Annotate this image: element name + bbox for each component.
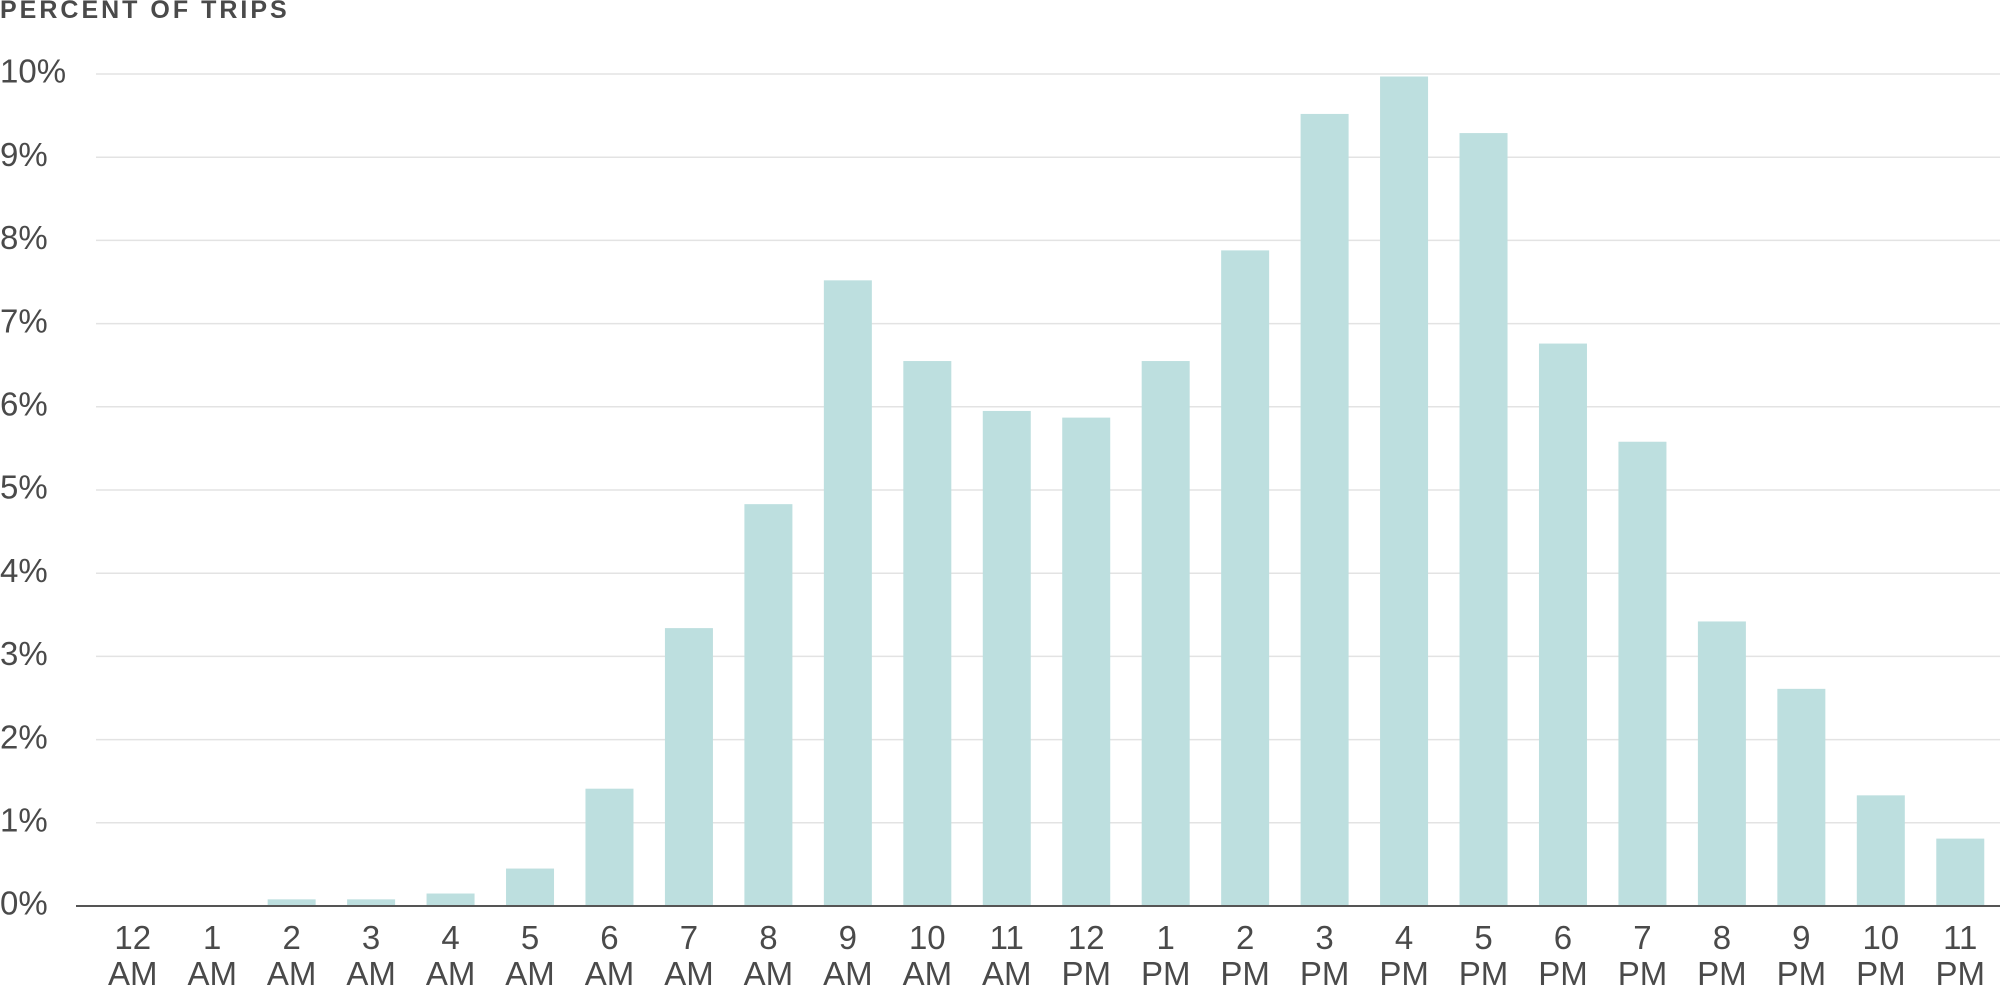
y-tick-label: 4% xyxy=(0,552,48,589)
bar xyxy=(744,504,793,906)
bar xyxy=(1697,621,1746,906)
y-tick-label: 6% xyxy=(0,386,48,423)
bar xyxy=(903,361,952,906)
bar xyxy=(1538,343,1587,906)
y-tick-label: 0% xyxy=(0,885,48,922)
bar xyxy=(1856,795,1905,906)
x-tick-label: 1 PM xyxy=(1140,919,1191,992)
y-tick-label: 7% xyxy=(0,302,48,339)
x-tick-label: 5 PM xyxy=(1458,919,1509,992)
bar xyxy=(823,280,872,906)
x-tick-label: 10 PM xyxy=(1856,919,1906,992)
x-tick-label: 12 AM xyxy=(107,919,158,992)
bar xyxy=(1221,250,1270,906)
chart-title: PERCENT OF TRIPS xyxy=(0,0,290,24)
x-tick-label: 8 PM xyxy=(1697,919,1747,992)
x-tick-label: 3 AM xyxy=(346,919,396,992)
y-tick-label: 5% xyxy=(0,469,48,506)
y-tick-label: 9% xyxy=(0,136,48,173)
x-tick-label: 6 PM xyxy=(1538,919,1588,992)
x-tick-label: 4 PM xyxy=(1379,919,1429,992)
bar xyxy=(1777,688,1826,906)
bar xyxy=(347,899,396,906)
bar xyxy=(1141,361,1190,906)
x-tick-label: 6 AM xyxy=(584,919,635,992)
bar xyxy=(664,628,713,906)
x-tick-label: 1 AM xyxy=(187,919,237,992)
x-tick-label: 7 PM xyxy=(1617,919,1668,992)
x-tick-label: 7 AM xyxy=(664,919,714,992)
x-tick-label: 8 AM xyxy=(743,919,794,992)
y-tick-label: 8% xyxy=(0,219,48,256)
y-tick-label: 10% xyxy=(0,53,66,90)
bar xyxy=(1936,838,1985,906)
y-tick-label: 2% xyxy=(0,718,48,755)
bar xyxy=(1618,441,1667,906)
x-tick-label: 12 PM xyxy=(1061,919,1111,992)
bar xyxy=(982,410,1031,906)
bar xyxy=(1062,417,1111,906)
bar xyxy=(426,893,475,906)
x-tick-label: 11 PM xyxy=(1935,919,1986,992)
y-tick-label: 3% xyxy=(0,635,48,672)
x-tick-label: 2 PM xyxy=(1220,919,1270,992)
bar xyxy=(585,788,634,906)
x-tick-label: 4 AM xyxy=(425,919,476,992)
x-tick-label: 9 AM xyxy=(823,919,873,992)
bar xyxy=(1380,76,1429,907)
bar xyxy=(506,868,555,906)
x-tick-label: 2 AM xyxy=(266,919,317,992)
x-tick-label: 11 AM xyxy=(982,919,1032,992)
y-tick-label: 1% xyxy=(0,802,48,839)
x-tick-label: 3 PM xyxy=(1299,919,1350,992)
x-tick-label: 10 AM xyxy=(902,919,953,992)
x-tick-label: 9 PM xyxy=(1776,919,1827,992)
bar xyxy=(1459,133,1508,906)
x-tick-label: 5 AM xyxy=(505,919,555,992)
bar xyxy=(267,899,316,906)
bar xyxy=(1300,113,1349,907)
